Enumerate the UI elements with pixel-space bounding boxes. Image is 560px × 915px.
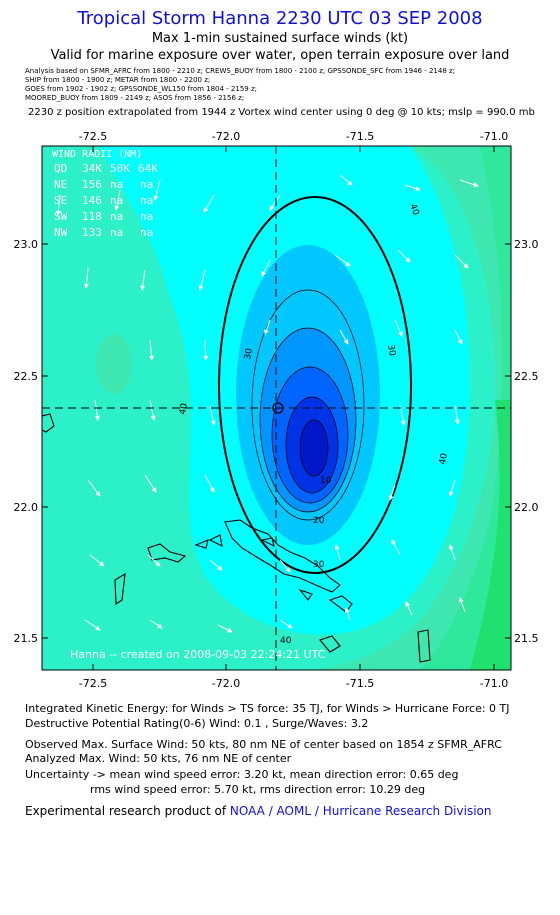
svg-text:10: 10 [320,476,332,486]
svg-text:146: 146 [82,194,102,207]
lon-tick-bottom-4: -71.0 [480,677,508,690]
contour-labels: 40 30 30 40 40 10 20 30 40 [178,203,450,646]
lat-tick-right-3: 22.0 [514,501,539,514]
band-core [299,419,329,477]
noaa-link[interactable]: NOAA / AOML / Hurricane Research Divisio… [229,804,492,818]
svg-text:30: 30 [313,560,325,570]
svg-text:34K: 34K [82,162,102,175]
svg-text:133: 133 [82,226,102,239]
analyzed-max-line: Analyzed Max. Wind: 50 kts, 76 nm NE of … [25,752,292,765]
analysis-line-3: GOES from 1902 - 1902 z; GPSSONDE_WL150 … [25,85,258,93]
wind-radii-table: WIND RADII (NM) QD 34K 50K 64K NE 156 na… [52,149,158,239]
svg-text:na: na [140,210,153,223]
subtitle-exposure: Valid for marine exposure over water, op… [50,48,510,63]
lat-tick-right-4: 21.5 [514,632,539,645]
svg-text:QD: QD [54,162,67,175]
lat-tick-left-2: 22.5 [14,370,39,383]
lon-tick-top-3: -71.5 [346,130,374,143]
map-title: Tropical Storm Hanna 2230 UTC 03 SEP 200… [77,8,483,29]
svg-text:na: na [140,194,153,207]
product-credit: Experimental research product of NOAA / … [25,804,491,818]
svg-text:na: na [110,226,123,239]
band-west [42,146,172,400]
svg-text:30: 30 [243,347,255,360]
analysis-line-1: Analysis based on SFMR_AFRC from 1800 - … [25,67,456,75]
lat-tick-left-1: 23.0 [14,238,39,251]
green-patch [96,334,132,394]
svg-text:SW: SW [54,210,68,223]
subtitle-wind: Max 1-min sustained surface winds (kt) [151,31,409,46]
lat-tick-right-2: 22.5 [514,370,539,383]
map-credit: Hanna -- created on 2008-09-03 22:24:21 … [70,648,326,661]
lon-tick-top-2: -72.0 [212,130,240,143]
observed-max-line: Observed Max. Surface Wind: 50 kts, 80 n… [25,738,502,751]
svg-text:na: na [110,194,123,207]
svg-text:na: na [140,226,153,239]
islands [42,413,431,663]
position-note: 2230 z position extrapolated from 1944 z… [28,107,535,118]
svg-text:156: 156 [82,178,102,191]
plot-frame [41,145,512,671]
svg-text:40: 40 [407,203,420,217]
band-east [420,146,511,670]
svg-text:NE: NE [54,178,67,191]
wind-arrows [55,174,479,633]
wind-field: 40 30 30 40 40 10 20 30 40 [42,146,511,670]
wind-radii-title: WIND RADII (NM) [52,149,142,160]
wind-map: 40 30 30 40 40 10 20 30 40 -72.5 -72.0 -… [14,130,539,690]
lon-tick-bottom-3: -71.5 [346,677,374,690]
svg-text:20: 20 [313,516,325,526]
svg-text:na: na [110,210,123,223]
svg-text:50K: 50K [110,162,130,175]
lat-tick-left-3: 22.0 [14,501,39,514]
svg-text:30: 30 [385,344,397,357]
svg-text:40: 40 [178,402,190,415]
lon-tick-bottom-2: -72.0 [212,677,240,690]
svg-text:na: na [110,178,123,191]
svg-text:NW: NW [54,226,68,239]
analysis-line-4: MOORED_BUOY from 1809 - 2149 z; ASOS fro… [25,94,245,102]
lon-tick-top-4: -71.0 [480,130,508,143]
uncertainty-line-2: rms wind speed error: 5.70 kt, rms direc… [90,783,426,796]
svg-text:118: 118 [82,210,102,223]
svg-text:na: na [140,178,153,191]
svg-text:40: 40 [438,452,450,465]
ike-line: Integrated Kinetic Energy: for Winds > T… [25,702,510,715]
lat-tick-left-4: 21.5 [14,632,39,645]
svg-text:SE: SE [54,194,67,207]
axis-ticks [42,146,511,670]
analysis-line-2: SHIP from 1800 - 1900 z; METAR from 1800… [25,76,211,84]
lon-tick-top-1: -72.5 [79,130,107,143]
band-east-2 [470,400,511,670]
svg-text:64K: 64K [138,162,158,175]
lat-tick-right-1: 23.0 [514,238,539,251]
lon-tick-bottom-1: -72.5 [79,677,107,690]
dpr-line: Destructive Potential Rating(0-6) Wind: … [25,717,369,730]
storm-center-marker [272,402,284,414]
product-prefix: Experimental research product of [25,804,230,818]
svg-text:40: 40 [280,636,292,646]
uncertainty-line-1: Uncertainty -> mean wind speed error: 3.… [25,768,459,781]
